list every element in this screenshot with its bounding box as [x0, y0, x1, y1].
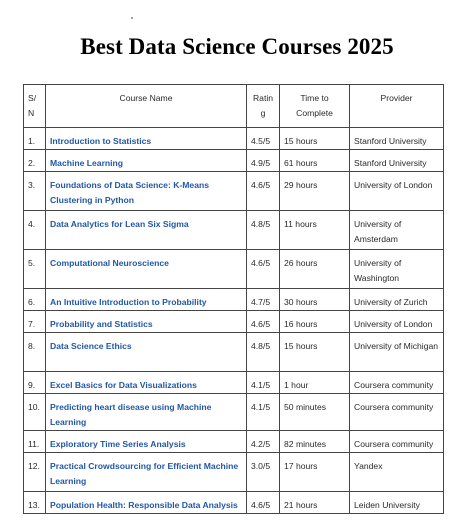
courses-table: S/N Course Name Rating Time to Complete … — [23, 84, 444, 514]
header-sn: S/N — [23, 84, 46, 128]
row-sn: 3. — [23, 171, 46, 211]
row-time: 29 hours — [279, 171, 350, 211]
course-link[interactable]: Excel Basics for Data Visualizations — [50, 380, 197, 390]
row-rating: 4.8/5 — [246, 332, 280, 372]
row-time: 15 hours — [279, 127, 350, 150]
table-row: 13. Population Health: Responsible Data … — [23, 491, 444, 514]
course-link[interactable]: Data Science Ethics — [50, 341, 132, 351]
course-link[interactable]: Machine Learning — [50, 158, 124, 168]
row-rating: 4.7/5 — [246, 288, 280, 311]
table-row: 8. Data Science Ethics 4.8/5 15 hours Un… — [23, 332, 444, 372]
row-provider: University of Michigan — [349, 332, 444, 372]
row-time: 11 hours — [279, 210, 350, 250]
row-rating: 4.6/5 — [246, 491, 280, 514]
row-sn: 6. — [23, 288, 46, 311]
course-link[interactable]: Predicting heart disease using Machine L… — [50, 402, 212, 427]
row-rating: 4.9/5 — [246, 149, 280, 172]
table-header-row: S/N Course Name Rating Time to Complete … — [23, 84, 444, 128]
row-sn: 12. — [23, 452, 46, 492]
row-sn: 5. — [23, 249, 46, 289]
table-row: 1. Introduction to Statistics 4.5/5 15 h… — [23, 127, 444, 150]
course-link[interactable]: An Intuitive Introduction to Probability — [50, 297, 207, 307]
row-sn: 11. — [23, 430, 46, 453]
row-sn: 2. — [23, 149, 46, 172]
row-rating: 4.1/5 — [246, 393, 280, 431]
row-provider: University of Amsterdam — [349, 210, 444, 250]
course-link[interactable]: Exploratory Time Series Analysis — [50, 439, 186, 449]
row-rating: 4.5/5 — [246, 127, 280, 150]
row-provider: University of Washington — [349, 249, 444, 289]
course-link[interactable]: Practical Crowdsourcing for Efficient Ma… — [50, 461, 239, 486]
row-time: 61 hours — [279, 149, 350, 172]
row-provider: Stanford University — [349, 127, 444, 150]
row-time: 16 hours — [279, 310, 350, 333]
row-sn: 4. — [23, 210, 46, 250]
row-rating: 4.6/5 — [246, 310, 280, 333]
row-rating: 4.1/5 — [246, 371, 280, 394]
row-time: 1 hour — [279, 371, 350, 394]
header-time-to-complete: Time to Complete — [279, 84, 350, 128]
table-row: 10. Predicting heart disease using Machi… — [23, 393, 444, 431]
row-sn: 7. — [23, 310, 46, 333]
table-row: 3. Foundations of Data Science: K-Means … — [23, 171, 444, 211]
header-rating: Rating — [246, 84, 280, 128]
row-time: 50 minutes — [279, 393, 350, 431]
row-sn: 13. — [23, 491, 46, 514]
row-sn: 9. — [23, 371, 46, 394]
table-row: 7. Probability and Statistics 4.6/5 16 h… — [23, 310, 444, 333]
table-row: 9. Excel Basics for Data Visualizations … — [23, 371, 444, 394]
row-time: 15 hours — [279, 332, 350, 372]
table-row: 4. Data Analytics for Lean Six Sigma 4.8… — [23, 210, 444, 250]
row-time: 21 hours — [279, 491, 350, 514]
table-row: 5. Computational Neuroscience 4.6/5 26 h… — [23, 249, 444, 289]
row-rating: 4.6/5 — [246, 171, 280, 211]
row-provider: Leiden University — [349, 491, 444, 514]
row-sn: 1. — [23, 127, 46, 150]
row-rating: 3.0/5 — [246, 452, 280, 492]
row-time: 82 minutes — [279, 430, 350, 453]
row-time: 17 hours — [279, 452, 350, 492]
page-title: Best Data Science Courses 2025 — [80, 34, 394, 59]
row-provider: Coursera community — [349, 371, 444, 394]
header-provider: Provider — [349, 84, 444, 128]
course-link[interactable]: Probability and Statistics — [50, 319, 153, 329]
row-provider: Yandex — [349, 452, 444, 492]
row-provider: Coursera community — [349, 430, 444, 453]
row-sn: 8. — [23, 332, 46, 372]
course-link[interactable]: Population Health: Responsible Data Anal… — [50, 500, 238, 510]
decorative-dot — [131, 17, 133, 19]
course-link[interactable]: Computational Neuroscience — [50, 258, 169, 268]
header-course-name: Course Name — [45, 84, 247, 128]
row-provider: Stanford University — [349, 149, 444, 172]
row-provider: University of Zurich — [349, 288, 444, 311]
row-rating: 4.2/5 — [246, 430, 280, 453]
table-row: 6. An Intuitive Introduction to Probabil… — [23, 288, 444, 311]
course-link[interactable]: Introduction to Statistics — [50, 136, 152, 146]
table-row: 2. Machine Learning 4.9/5 61 hours Stanf… — [23, 149, 444, 172]
row-provider: University of London — [349, 171, 444, 211]
row-sn: 10. — [23, 393, 46, 431]
row-time: 26 hours — [279, 249, 350, 289]
course-link[interactable]: Data Analytics for Lean Six Sigma — [50, 219, 189, 229]
table-row: 11. Exploratory Time Series Analysis 4.2… — [23, 430, 444, 453]
course-link[interactable]: Foundations of Data Science: K-Means Clu… — [50, 180, 210, 205]
row-rating: 4.6/5 — [246, 249, 280, 289]
row-time: 30 hours — [279, 288, 350, 311]
table-row: 12. Practical Crowdsourcing for Efficien… — [23, 452, 444, 492]
row-provider: University of London — [349, 310, 444, 333]
row-provider: Coursera community — [349, 393, 444, 431]
row-rating: 4.8/5 — [246, 210, 280, 250]
